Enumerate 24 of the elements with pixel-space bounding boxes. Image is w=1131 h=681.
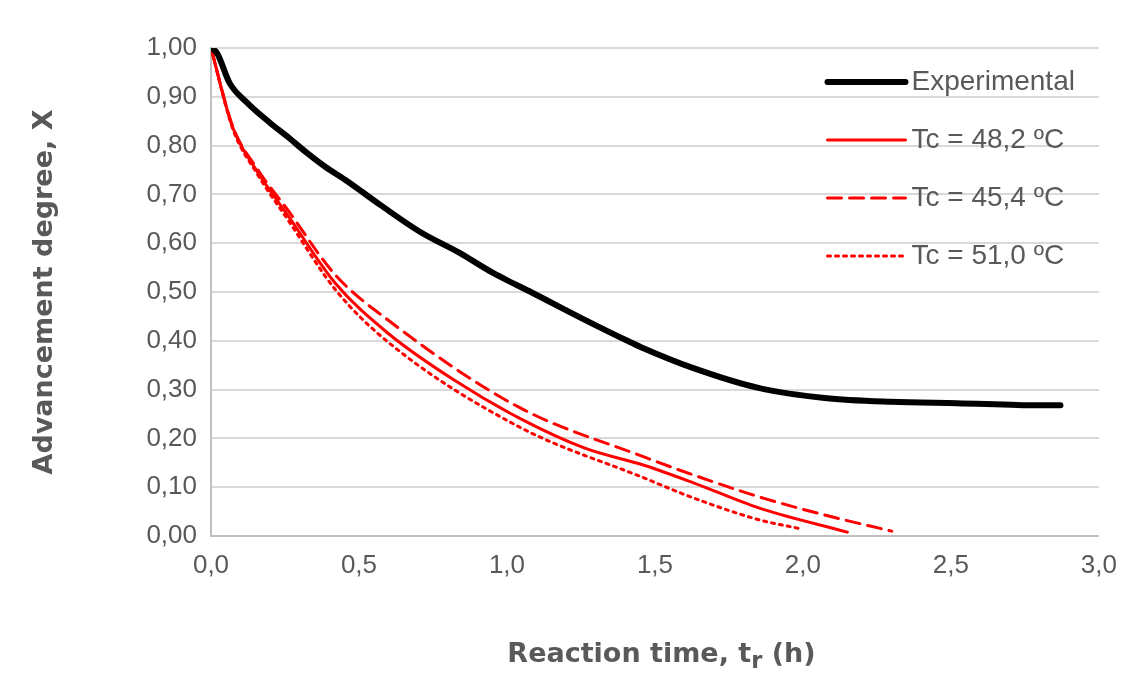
legend-label: Tc = 51,0 ºC <box>911 238 1065 270</box>
legend-label: Tc = 45,4 ºC <box>911 180 1065 212</box>
legend-label: Experimental <box>911 64 1075 96</box>
y-tick-label: 0,80 <box>146 128 197 159</box>
x-tick-label: 2,0 <box>784 548 822 579</box>
y-tick-label: 1,00 <box>146 31 197 62</box>
y-tick-label: 0,40 <box>146 323 197 354</box>
y-tick-label: 0,00 <box>146 519 197 550</box>
x-tick-label: 3,0 <box>1080 548 1118 579</box>
x-tick-label: 0,0 <box>192 548 230 579</box>
y-tick-label: 0,30 <box>146 372 197 403</box>
x-tick-label: 0,5 <box>340 548 378 579</box>
x-tick-label: 2,5 <box>932 548 970 579</box>
y-tick-label: 0,70 <box>146 177 197 208</box>
y-tick-label: 0,60 <box>146 226 197 257</box>
y-axis-title: Advancement degree, X <box>26 109 58 475</box>
legend-label: Tc = 48,2 ºC <box>911 122 1065 154</box>
y-tick-label: 0,20 <box>146 421 197 452</box>
x-tick-label: 1,0 <box>488 548 526 579</box>
y-tick-label: 0,10 <box>146 470 197 501</box>
y-tick-label: 0,50 <box>146 275 197 306</box>
x-tick-label: 1,5 <box>636 548 674 579</box>
x-axis-title: Reaction time, t$_{r}$ (h) <box>506 637 817 674</box>
y-tick-label: 0,90 <box>146 79 197 110</box>
